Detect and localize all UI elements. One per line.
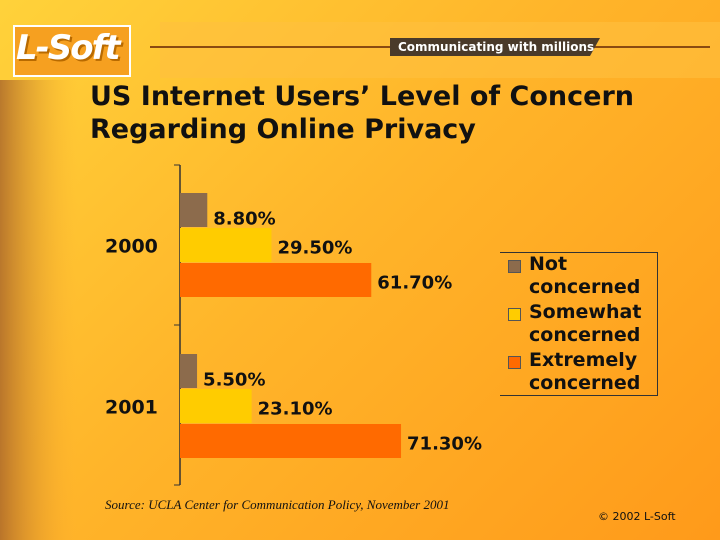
logo: L-Soft [16, 28, 121, 68]
logo-box [13, 25, 131, 77]
value-label: 8.80% [213, 209, 275, 230]
chart-title: US Internet Users’ Level of Concern Rega… [90, 81, 634, 145]
legend-label: Somewhat concerned [529, 301, 642, 346]
bar [180, 228, 272, 262]
bar [180, 424, 402, 458]
bar [180, 193, 208, 227]
legend-item: Extremely concerned [500, 349, 657, 395]
value-label: 5.50% [203, 370, 265, 391]
legend: Not concerned Somewhat concerned Extremely… [500, 252, 658, 396]
legend-swatch [508, 356, 521, 369]
source-note: Source: UCLA Center for Communication Po… [105, 497, 450, 512]
legend-item: Not concerned [500, 253, 657, 299]
bar [180, 354, 198, 388]
value-label: 61.70% [377, 273, 452, 294]
value-label: 29.50% [277, 238, 352, 259]
category-label: 2000 [105, 236, 158, 258]
category-label: 2001 [105, 397, 158, 419]
bar [180, 389, 252, 423]
legend-swatch [508, 308, 521, 321]
tagline-band [390, 38, 600, 56]
copyright: © 2002 L-Soft [598, 510, 676, 523]
value-label: 71.30% [407, 434, 482, 455]
legend-swatch [508, 260, 521, 273]
tagline: Communicating with millions [398, 40, 595, 54]
legend-item: Somewhat concerned [500, 301, 657, 347]
photo-strip [0, 80, 78, 540]
bar [180, 263, 372, 297]
value-label: 23.10% [258, 399, 333, 420]
legend-label: Extremely concerned [529, 349, 641, 394]
legend-label: Not concerned [529, 253, 641, 298]
